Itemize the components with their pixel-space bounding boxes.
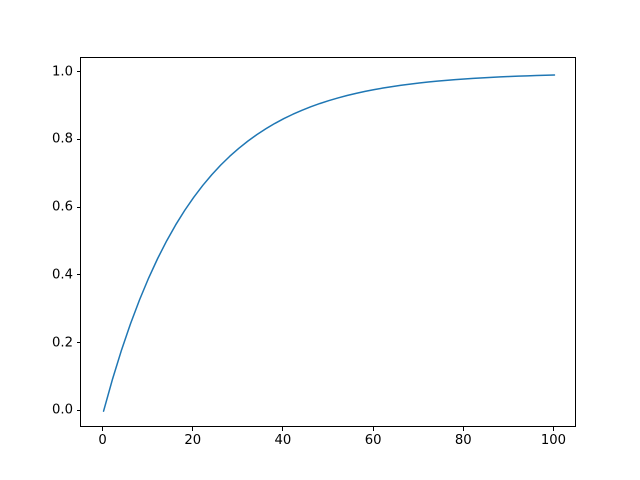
y-tick-label: 0.0 (52, 402, 73, 418)
y-tick-mark (76, 71, 80, 73)
x-tick-label: 40 (274, 433, 292, 448)
y-tick-label: 0.4 (52, 267, 73, 283)
x-tick-label: 60 (364, 433, 382, 448)
y-tick-label: 0.2 (52, 334, 73, 350)
x-tick-mark (462, 427, 464, 431)
x-tick-mark (552, 427, 554, 431)
plot-axes (80, 57, 576, 427)
x-tick-mark (372, 427, 374, 431)
y-tick-label: 0.8 (52, 131, 73, 147)
y-tick-label: 1.0 (52, 64, 73, 80)
x-tick-mark (101, 427, 104, 431)
x-tick-label: 20 (184, 433, 202, 448)
y-tick-label: 0.6 (52, 199, 73, 215)
y-tick-mark (76, 138, 80, 140)
y-tick-mark (76, 341, 80, 344)
data-series-line (102, 74, 556, 412)
x-tick-label: 80 (454, 433, 472, 448)
y-tick-mark (76, 409, 80, 411)
y-tick-mark (76, 274, 80, 276)
line-plot-canvas (102, 74, 556, 412)
x-tick-mark (192, 427, 194, 431)
x-tick-mark (282, 427, 284, 431)
x-tick-label: 100 (540, 433, 567, 448)
x-tick-label: 0 (98, 433, 107, 448)
y-tick-mark (76, 206, 80, 208)
